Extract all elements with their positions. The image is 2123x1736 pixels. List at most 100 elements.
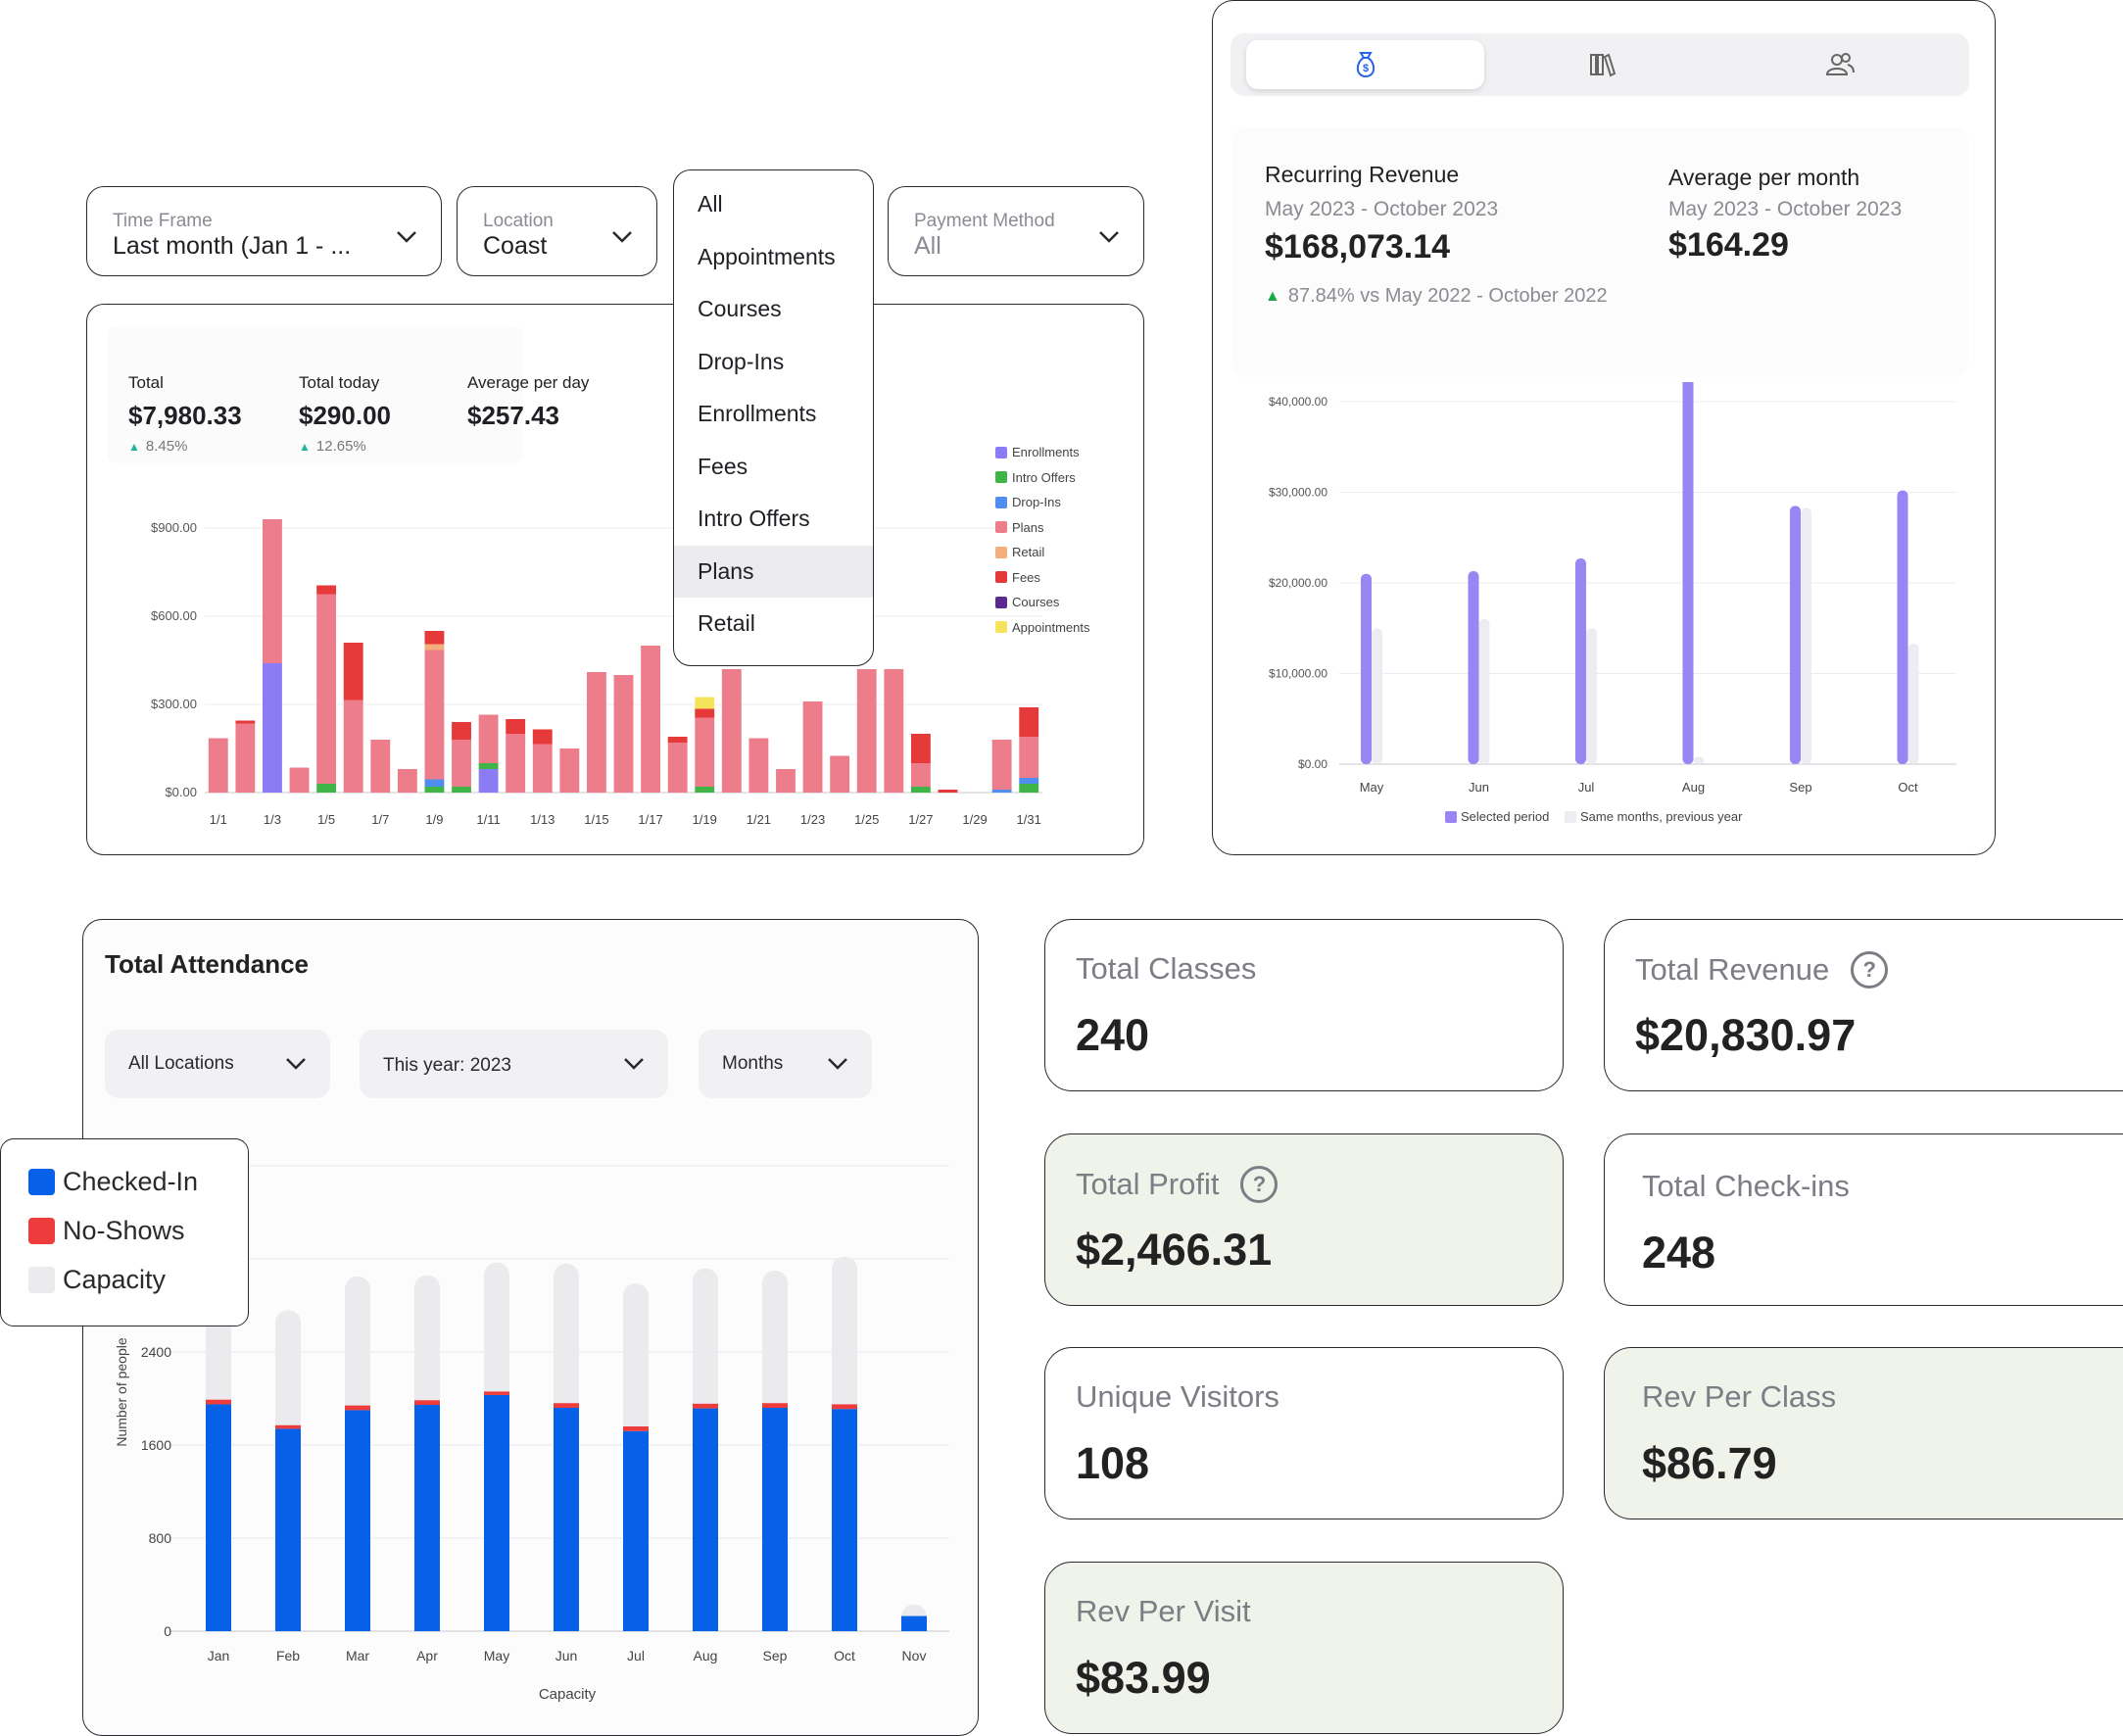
bar-segment (695, 717, 715, 787)
legend-label: Plans (1012, 519, 1044, 535)
bar (1897, 490, 1908, 764)
no-show-bar (206, 1399, 231, 1405)
legend-item: Retail (995, 540, 1090, 565)
bar-segment (343, 643, 363, 700)
kpi-title: Total Check-ins (1642, 1169, 1850, 1203)
x-tick-label: Oct (1898, 780, 1918, 795)
bar (1372, 628, 1382, 764)
menu-item-appointments[interactable]: Appointments (698, 243, 836, 269)
up-arrow-icon: ▲ (1265, 287, 1280, 305)
x-tick-label: Apr (416, 1648, 438, 1664)
x-tick-label: Feb (276, 1648, 300, 1664)
legend-swatch (995, 621, 1007, 634)
interval-filter-value: Months (722, 1053, 784, 1074)
interval-filter[interactable]: Months (699, 1030, 872, 1098)
bar-segment (1019, 784, 1039, 793)
x-tick-label: 1/9 (425, 812, 443, 827)
y-tick-label: $600.00 (151, 608, 197, 623)
recurring-revenue-chart: $0.00 $10,000.00 $20,000.00 $30,000.00 $40,0… (1269, 382, 1956, 824)
totals-panel: Total $7,980.33 ▲ 8.45% Total today $290.… (107, 326, 523, 463)
bar-segment (695, 787, 715, 793)
avg-per-day-label: Average per day (467, 373, 590, 392)
year-filter[interactable]: This year: 2023 (360, 1030, 668, 1098)
help-icon[interactable]: ? (1851, 951, 1889, 989)
chevron-down-icon (1099, 231, 1119, 243)
kpi-value: 240 (1076, 1010, 1150, 1060)
no-show-bar (693, 1403, 718, 1409)
total-label: Total (128, 373, 164, 392)
bar-segment (424, 631, 445, 645)
legend-checked-in: Checked-In (28, 1167, 198, 1197)
menu-item-retail[interactable]: Retail (698, 610, 755, 637)
bar-segment (910, 763, 931, 787)
location-dropdown[interactable]: Location Coast (457, 186, 657, 276)
bar (1907, 643, 1919, 764)
y-tick-label: $0.00 (165, 785, 197, 799)
x-tick-label: 1/7 (371, 812, 389, 827)
attendance-title: Total Attendance (105, 949, 310, 979)
bar-segment (478, 763, 499, 769)
kpi-value: $2,466.31 (1076, 1225, 1273, 1275)
bar-segment (452, 722, 471, 740)
total-today-label: Total today (299, 373, 380, 392)
bar-segment (452, 787, 471, 793)
x-tick-label: 1/15 (584, 812, 608, 827)
checked-in-bar (414, 1405, 440, 1631)
chevron-down-icon (612, 231, 632, 243)
bar-segment (316, 585, 337, 595)
year-filter-value: This year: 2023 (383, 1055, 511, 1076)
no-show-bar (832, 1404, 857, 1410)
kpi-value: 108 (1076, 1438, 1150, 1488)
bar-segment (397, 769, 417, 793)
legend-checked-in-label: Checked-In (63, 1167, 199, 1196)
tab-courses[interactable] (1483, 40, 1721, 89)
kpi-total-revenue: Total Revenue? $20,830.97 (1604, 919, 2123, 1091)
kpi-title-row: Total Profit? (1076, 1166, 1279, 1203)
menu-item-courses[interactable]: Courses (698, 296, 782, 322)
legend-item: Enrollments (995, 440, 1090, 465)
x-tick-label: 1/27 (908, 812, 933, 827)
bar (1693, 756, 1705, 764)
kpi-total-classes: Total Classes 240 (1044, 919, 1564, 1091)
y-axis-label: Number of people (114, 1337, 129, 1447)
total-change-value: 8.45% (145, 438, 188, 455)
x-tick-label: Jan (208, 1648, 230, 1664)
location-filter[interactable]: All Locations (105, 1030, 330, 1098)
legend-label: Appointments (1012, 619, 1090, 635)
x-tick-label: 1/25 (854, 812, 879, 827)
menu-item-all[interactable]: All (698, 191, 723, 217)
location-label: Location (483, 211, 554, 231)
legend-item: Plans (995, 515, 1090, 541)
legend-swatch (995, 471, 1007, 484)
menu-item-fees[interactable]: Fees (698, 453, 748, 479)
menu-item-intro-offers[interactable]: Intro Offers (698, 506, 810, 532)
no-show-bar (554, 1403, 579, 1408)
menu-item-plans[interactable]: Plans (674, 545, 873, 598)
bar (1682, 382, 1694, 764)
time-frame-dropdown[interactable]: Time Frame Last month (Jan 1 - ... (86, 186, 442, 276)
payment-method-value: All (914, 232, 941, 260)
y-tick-label: 800 (149, 1530, 172, 1546)
bar-segment (506, 734, 526, 793)
legend-swatch (28, 1218, 55, 1244)
checked-in-bar (345, 1410, 370, 1631)
legend-swatch (28, 1267, 55, 1293)
x-tick-label: 1/23 (800, 812, 825, 827)
bar-segment (830, 755, 850, 793)
bar-segment (263, 663, 282, 793)
tab-revenue[interactable]: $ (1246, 40, 1484, 89)
bar-segment (938, 790, 958, 793)
kpi-title: Total Profit (1076, 1167, 1220, 1201)
bar (1801, 507, 1811, 764)
menu-item-enrollments[interactable]: Enrollments (698, 401, 817, 427)
checked-in-bar (206, 1404, 231, 1631)
tab-members[interactable] (1720, 40, 1958, 89)
help-icon[interactable]: ? (1240, 1166, 1279, 1203)
x-tick-label: 1/3 (264, 812, 281, 827)
legend-swatch (995, 521, 1007, 534)
menu-item-drop-ins[interactable]: Drop-Ins (698, 348, 785, 374)
avg-panel: Average per day $257.43 (467, 326, 1055, 463)
legend-swatch (1565, 811, 1576, 823)
y-tick-label: $20,000.00 (1269, 576, 1327, 590)
payment-method-dropdown[interactable]: Payment Method All (888, 186, 1144, 276)
